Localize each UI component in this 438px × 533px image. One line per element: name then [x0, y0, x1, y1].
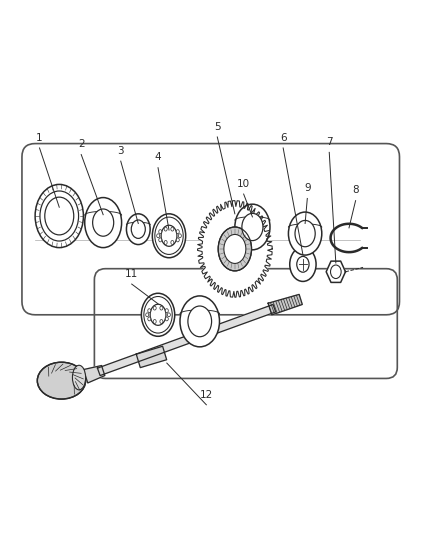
- Ellipse shape: [85, 198, 121, 248]
- Ellipse shape: [165, 309, 168, 312]
- Polygon shape: [325, 261, 345, 282]
- Ellipse shape: [152, 214, 185, 258]
- Text: 9: 9: [303, 183, 310, 193]
- Ellipse shape: [155, 217, 183, 254]
- Text: 3: 3: [117, 146, 124, 156]
- Ellipse shape: [170, 227, 173, 231]
- Polygon shape: [197, 200, 272, 297]
- Text: 2: 2: [78, 139, 85, 149]
- Ellipse shape: [218, 227, 251, 271]
- Ellipse shape: [159, 320, 162, 324]
- Ellipse shape: [40, 191, 78, 241]
- Ellipse shape: [159, 230, 161, 233]
- Ellipse shape: [156, 234, 159, 238]
- Ellipse shape: [144, 296, 172, 333]
- Text: 12: 12: [199, 390, 212, 400]
- Polygon shape: [136, 346, 166, 368]
- Text: 5: 5: [213, 122, 220, 132]
- Ellipse shape: [126, 214, 150, 245]
- Ellipse shape: [294, 221, 314, 247]
- Ellipse shape: [296, 256, 308, 272]
- Polygon shape: [83, 366, 105, 383]
- Ellipse shape: [145, 313, 148, 317]
- Ellipse shape: [131, 220, 145, 238]
- Ellipse shape: [141, 293, 174, 336]
- Ellipse shape: [150, 304, 166, 325]
- Text: 1: 1: [36, 133, 43, 143]
- Ellipse shape: [234, 204, 269, 250]
- Text: 10: 10: [237, 179, 250, 189]
- Ellipse shape: [161, 225, 177, 246]
- Ellipse shape: [289, 247, 315, 281]
- Ellipse shape: [153, 306, 156, 310]
- Ellipse shape: [72, 365, 85, 390]
- Ellipse shape: [223, 235, 245, 263]
- Ellipse shape: [35, 184, 83, 248]
- Ellipse shape: [176, 230, 179, 233]
- Polygon shape: [97, 304, 275, 376]
- Text: 8: 8: [351, 185, 358, 196]
- Text: 4: 4: [154, 152, 161, 163]
- Ellipse shape: [167, 313, 170, 317]
- Ellipse shape: [176, 238, 179, 242]
- Ellipse shape: [37, 362, 85, 399]
- Ellipse shape: [178, 234, 181, 238]
- Ellipse shape: [187, 306, 211, 337]
- Ellipse shape: [241, 213, 262, 240]
- Ellipse shape: [153, 320, 156, 324]
- Ellipse shape: [330, 265, 340, 279]
- Text: 7: 7: [325, 137, 332, 147]
- Text: 11: 11: [125, 269, 138, 279]
- Ellipse shape: [170, 240, 173, 245]
- Ellipse shape: [288, 212, 321, 255]
- Ellipse shape: [148, 317, 150, 321]
- Ellipse shape: [159, 238, 161, 242]
- Ellipse shape: [159, 306, 162, 310]
- Ellipse shape: [165, 317, 168, 321]
- Ellipse shape: [164, 227, 167, 231]
- Text: 6: 6: [279, 133, 286, 143]
- Ellipse shape: [164, 240, 167, 245]
- Ellipse shape: [148, 309, 150, 312]
- Polygon shape: [268, 294, 302, 315]
- Ellipse shape: [180, 296, 219, 347]
- Ellipse shape: [45, 197, 74, 235]
- Ellipse shape: [92, 209, 113, 236]
